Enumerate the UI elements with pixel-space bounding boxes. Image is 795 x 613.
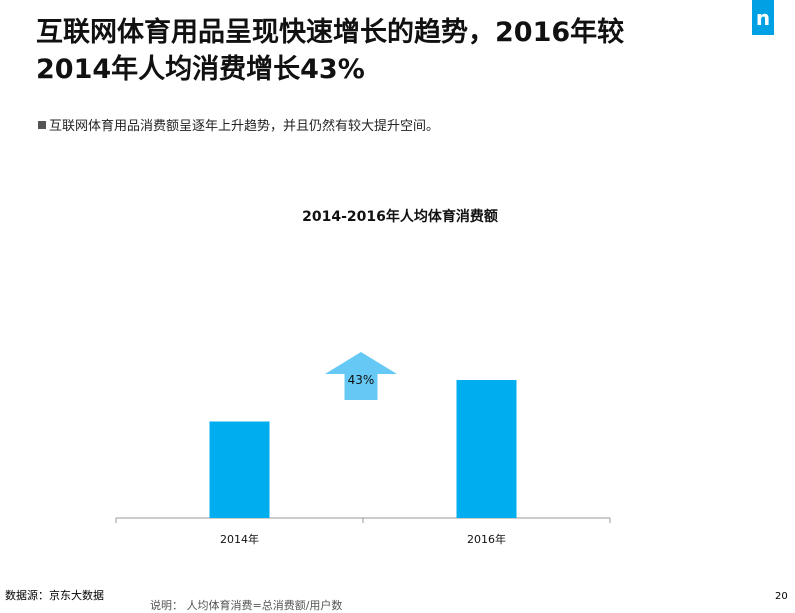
x-tick-label-1: 2016年 [467,532,506,546]
footnote: 说明： 人均体育消费=总消费额/用户数 [150,599,343,612]
slide-title-line-2: 2014年人均消费增长43% [36,54,365,85]
brand-logo: n [752,0,774,35]
bullet-point: 互联网体育用品消费额呈逐年上升趋势，并且仍然有较大提升空间。 [38,115,439,134]
bullet-text: 互联网体育用品消费额呈逐年上升趋势，并且仍然有较大提升空间。 [49,119,440,134]
page-number: 20 [775,591,788,602]
x-tick-label-0: 2014年 [220,532,259,546]
chart-title: 2014-2016年人均体育消费额 [302,209,498,225]
growth-arrow-icon: 43% [325,352,397,400]
bullet-square-icon [38,120,46,129]
slide-title-line-1: 互联网体育用品呈现快速增长的趋势，2016年较 [36,17,625,48]
slide-title: 互联网体育用品呈现快速增长的趋势，2016年较 2014年人均消费增长43% [36,14,736,88]
growth-label: 43% [348,373,375,387]
data-source: 数据源：京东大数据 [5,589,104,602]
bar-1 [456,380,517,518]
bar-0 [209,421,270,518]
